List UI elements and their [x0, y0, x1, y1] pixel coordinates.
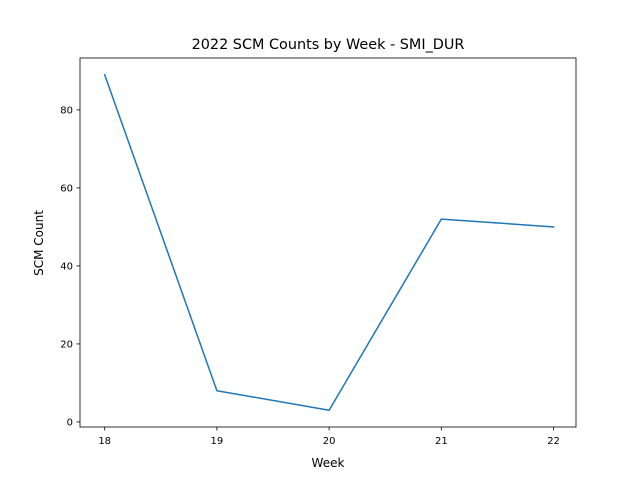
plot-area: 18 19 20 21 22 0 20 40 60 80	[60, 57, 577, 447]
x-tick-label: 22	[547, 436, 560, 447]
y-tick-label: 40	[60, 261, 73, 272]
x-tick-label: 21	[435, 436, 448, 447]
chart-title: 2022 SCM Counts by Week - SMI_DUR	[192, 37, 465, 53]
y-tick-label: 80	[60, 105, 73, 116]
x-tick-label: 18	[98, 436, 111, 447]
x-tick-label: 19	[211, 436, 224, 447]
y-tick-label: 60	[60, 183, 73, 194]
x-tick-label: 20	[323, 436, 336, 447]
y-tick-label: 20	[60, 339, 73, 350]
y-axis-label: SCM Count	[32, 210, 46, 276]
x-axis-label: Week	[312, 456, 345, 470]
series-line-0	[103, 73, 555, 411]
axes-frame	[79, 57, 577, 428]
y-tick-label: 0	[67, 417, 73, 428]
